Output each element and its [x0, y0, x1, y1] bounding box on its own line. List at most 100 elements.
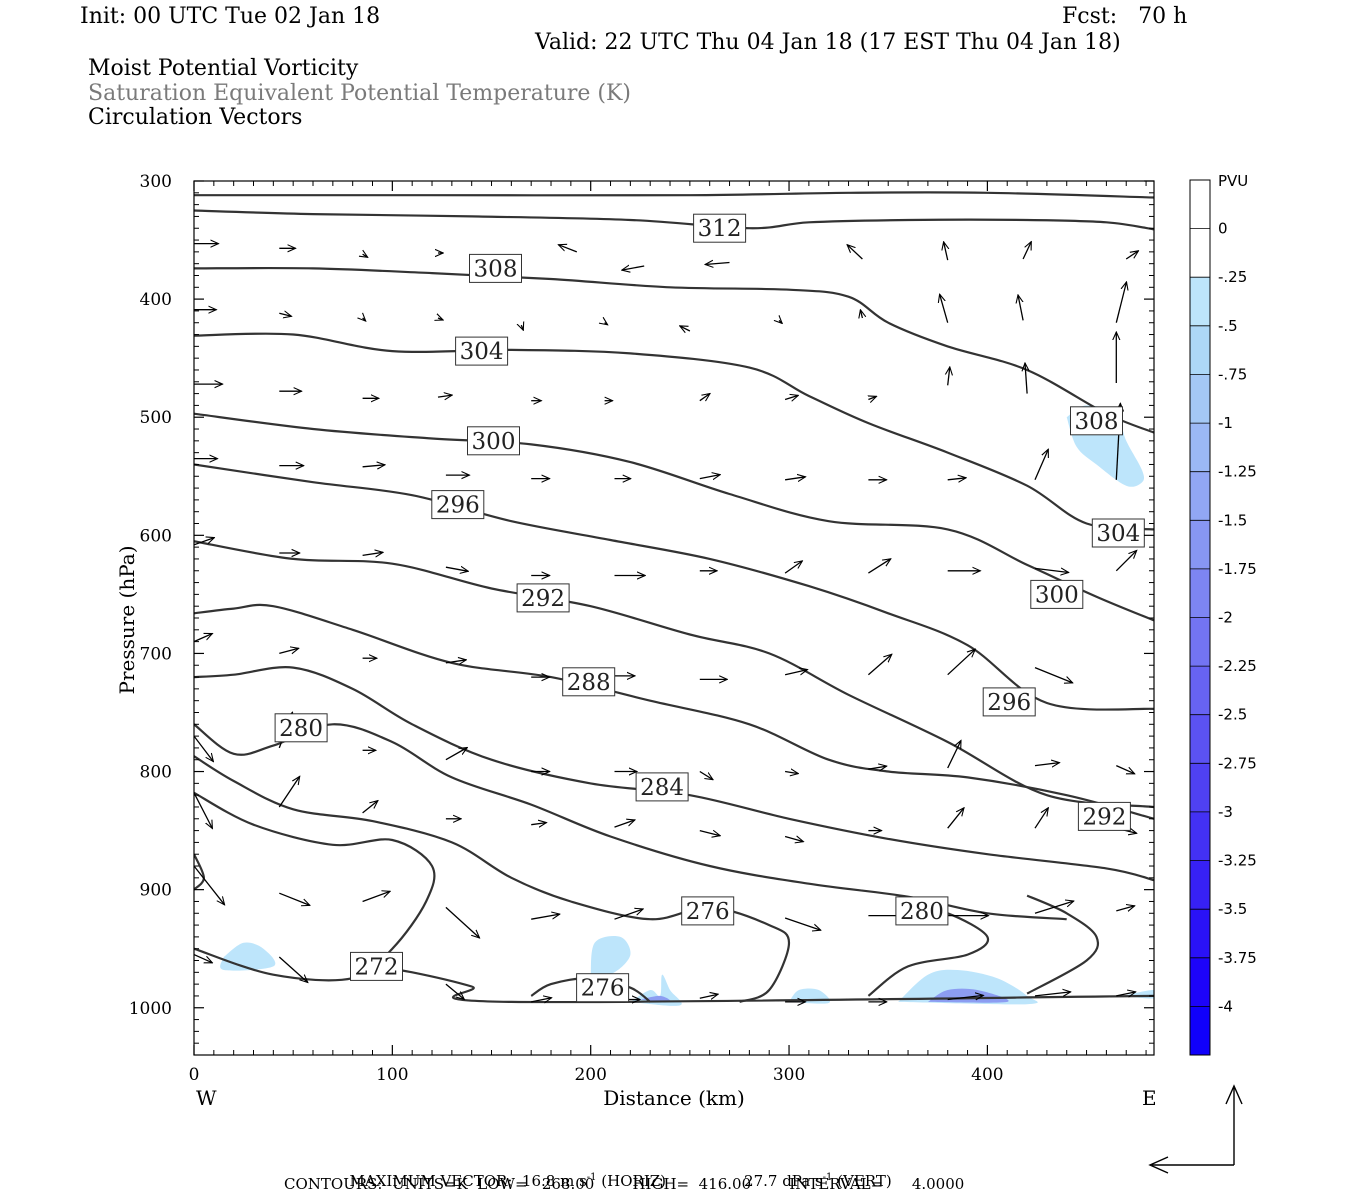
contour-info: CONTOURS: UNITS=K LOW= 268.00 HIGH= 416.…	[284, 1175, 965, 1193]
contour-label-box	[516, 583, 570, 613]
circulation-vector	[1116, 765, 1134, 775]
circulation-vector	[847, 245, 863, 260]
contour-label: 276	[686, 899, 730, 925]
pv-shaded-region	[898, 969, 1038, 1005]
y-tick-label: 500	[140, 408, 172, 428]
contour-label: 284	[640, 775, 684, 801]
y-axis-title: Pressure (hPa)	[115, 546, 139, 695]
circulation-vector	[785, 477, 805, 480]
circulation-vector	[445, 660, 466, 663]
circulation-vector	[605, 323, 608, 325]
colorbar-label: -3.75	[1218, 949, 1257, 967]
circulation-vector	[699, 994, 718, 998]
colorbar-swatch	[1190, 568, 1210, 618]
contour-label-box	[635, 772, 689, 802]
contour-label: 292	[521, 586, 565, 612]
theta-contours-layer	[194, 191, 1154, 1004]
contour-label-box	[1070, 406, 1123, 436]
y-tick-label: 600	[140, 526, 172, 546]
pv-shaded-region	[220, 942, 276, 971]
theta-contour-line	[194, 666, 1154, 882]
circulation-vector	[445, 567, 468, 571]
circulation-vector	[699, 770, 713, 780]
colorbar-swatch	[1190, 471, 1210, 521]
circulation-vector	[194, 865, 225, 905]
circulation-vector	[779, 320, 782, 323]
y-tick-label: 800	[140, 763, 172, 783]
circulation-vector	[278, 956, 308, 983]
circulation-vector	[614, 909, 644, 920]
x-tick-label: 0	[189, 1065, 200, 1085]
circulation-vector	[1034, 666, 1073, 683]
max-vector-vert-tag: (VERT)	[832, 1172, 892, 1190]
contour-label-box	[274, 713, 328, 743]
circulation-vector	[445, 983, 464, 999]
circulation-vector	[278, 776, 299, 808]
field-title-theta: Saturation Equivalent Potential Temperat…	[88, 81, 631, 106]
circulation-vector	[194, 954, 212, 964]
circulation-vector	[1022, 242, 1032, 260]
y-tick-label: 300	[140, 172, 172, 192]
colorbar-swatch	[1190, 666, 1210, 716]
colorbar-label: -1.5	[1218, 511, 1247, 529]
contour-label-box	[467, 426, 520, 456]
theta-contour-line	[194, 603, 1154, 820]
contour-labels-layer: 312 308 308 304 304 300 300 296 296 292 292 288 284 2…	[274, 213, 1145, 1003]
circulation-vector	[944, 242, 948, 261]
circulation-vector	[279, 648, 298, 653]
circulation-vector	[362, 552, 383, 555]
circulation-vector	[784, 837, 803, 842]
colorbar-swatch	[1190, 811, 1210, 861]
contour-label-box	[1077, 801, 1131, 831]
contour-label-box	[431, 490, 485, 520]
circulation-vector	[868, 766, 886, 769]
circulation-vector	[947, 649, 976, 676]
colorbar-swatch	[1190, 714, 1210, 764]
circulation-vector	[362, 801, 378, 814]
colorbar-swatch	[1190, 374, 1210, 424]
circulation-vector	[860, 310, 862, 318]
pv-shaded-region	[590, 935, 631, 979]
circulation-vector	[868, 396, 876, 399]
circulation-vector	[445, 748, 467, 761]
colorbar-label: -2.25	[1218, 657, 1257, 675]
circulation-vector	[784, 561, 802, 574]
max-vector-horiz: MAXIMUM VECTOR: 16.8 m s	[349, 1172, 587, 1190]
circulation-vector	[531, 914, 560, 920]
circulation-vector	[784, 772, 798, 774]
circulation-vector	[521, 325, 523, 330]
axes-layer: 300 400 500 600 700 800 900 1000 0 100 200 300 400	[129, 172, 1154, 1085]
contour-label: 276	[581, 976, 625, 1002]
forecast-hour: Fcst: 70 h	[1062, 4, 1188, 29]
contour-label-box	[562, 667, 616, 697]
theta-contour-line	[1026, 894, 1100, 995]
colorbar-label: -1.75	[1218, 560, 1257, 578]
pv-shaded-region	[630, 974, 682, 1006]
init-time: Init: 00 UTC Tue 02 Jan 18	[80, 4, 381, 29]
contour-label-box	[895, 896, 949, 926]
circulation-vector	[947, 808, 964, 829]
units-superscript: -1	[586, 1172, 597, 1183]
circulation-vector	[1034, 992, 1071, 996]
max-vector-info: MAXIMUM VECTOR: 16.8 m s-1 (HORIZ) 27.7 d…	[340, 1158, 892, 1189]
y-tick-label: 1000	[129, 999, 172, 1019]
y-tick-label: 400	[140, 290, 172, 310]
colorbar-swatch	[1190, 617, 1210, 667]
contour-label: 296	[987, 690, 1031, 716]
circulation-vector	[437, 395, 452, 397]
circulation-vector	[558, 245, 578, 253]
circulation-vector	[445, 906, 480, 938]
circulation-vector	[279, 892, 310, 905]
circulation-vector	[362, 891, 391, 903]
colorbar-swatch	[1190, 520, 1210, 570]
circulation-vector	[1115, 550, 1136, 572]
circulation-vector	[1034, 763, 1060, 766]
theta-contour-line	[194, 540, 1154, 809]
colorbar-title: PVU	[1218, 172, 1248, 190]
colorbar-label: -.5	[1218, 317, 1238, 335]
contour-label: 292	[1082, 804, 1126, 830]
colorbar-label: -2.5	[1218, 706, 1247, 724]
valid-time: Valid: 22 UTC Thu 04 Jan 18 (17 EST Thu …	[535, 30, 1121, 55]
colorbar-swatch	[1190, 180, 1210, 230]
